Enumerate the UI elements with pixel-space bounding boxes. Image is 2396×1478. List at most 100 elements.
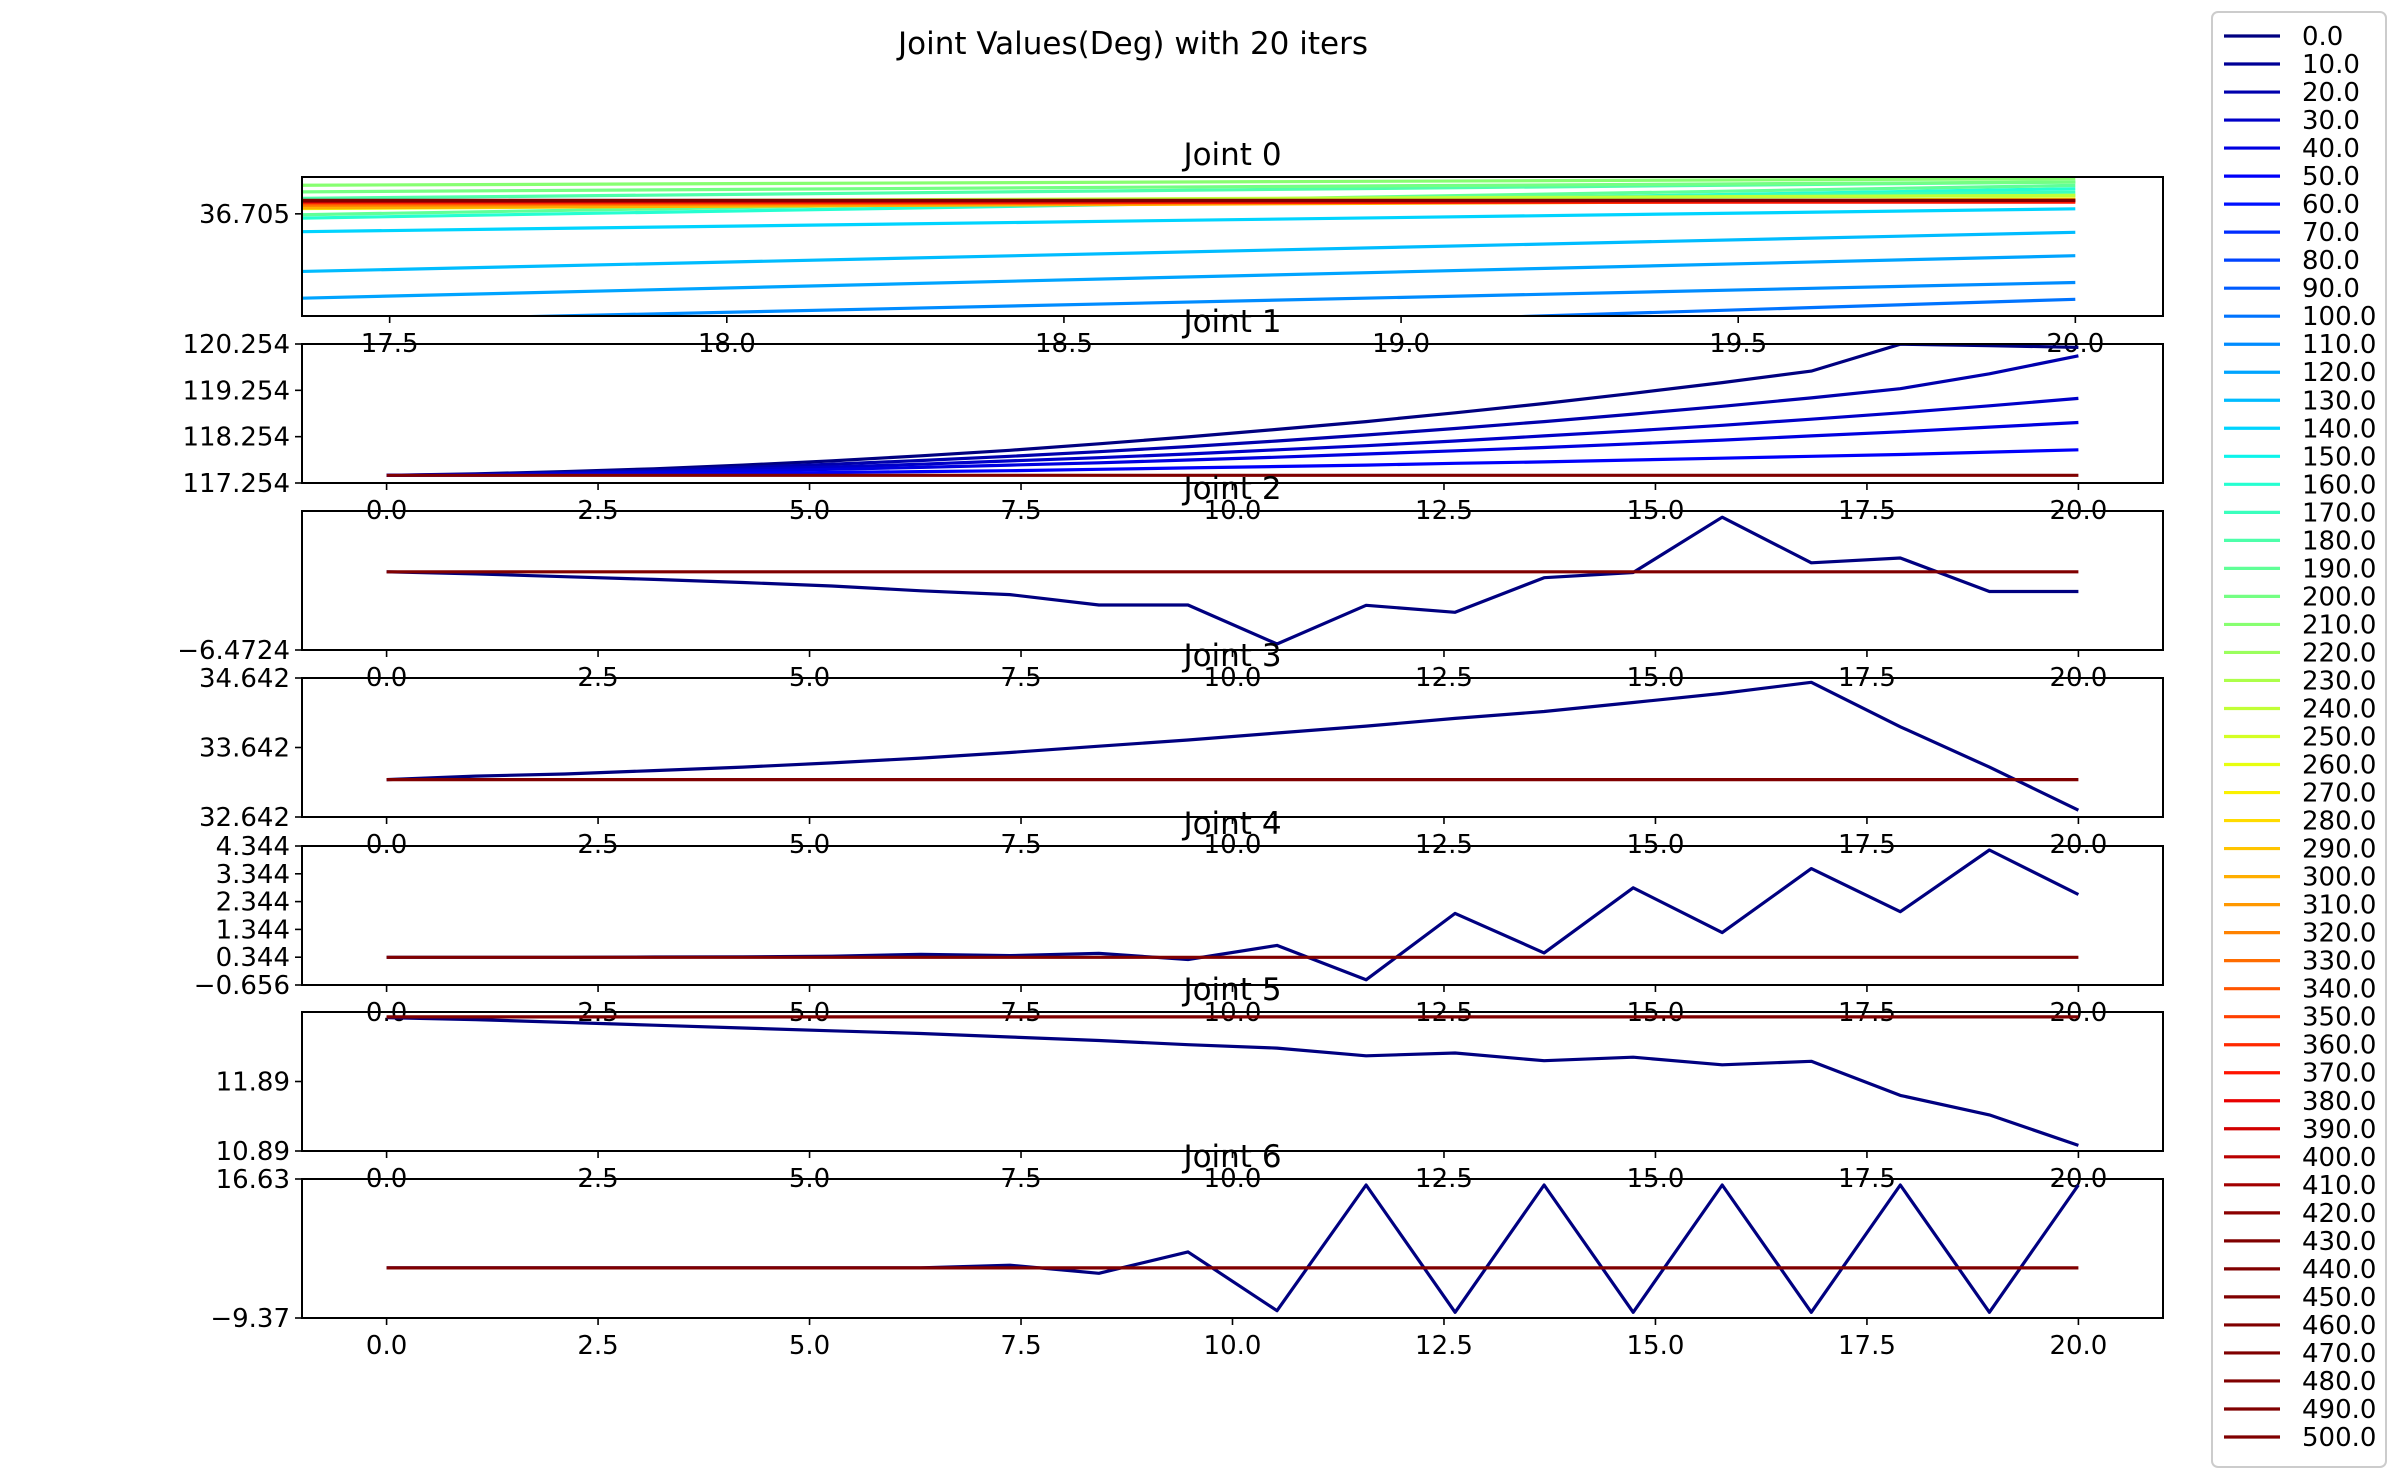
series-line-0 — [386, 680, 2080, 812]
legend-entry: 160.0 — [2224, 470, 2376, 500]
legend-label: 20.0 — [2302, 78, 2360, 108]
y-tick-label: −0.656 — [194, 971, 290, 1001]
y-tick-label: 119.254 — [182, 376, 290, 406]
legend-label: 110.0 — [2302, 330, 2376, 360]
legend-label: 290.0 — [2302, 835, 2376, 865]
legend-label: 50.0 — [2302, 162, 2360, 192]
legend-entry: 230.0 — [2224, 666, 2376, 696]
series-line-3 — [302, 254, 2076, 300]
legend-label: 40.0 — [2302, 134, 2360, 164]
legend-entry: 320.0 — [2224, 919, 2376, 949]
legend-label: 380.0 — [2302, 1087, 2376, 1117]
legend-entry: 420.0 — [2224, 1199, 2376, 1229]
legend-entry: 70.0 — [2224, 218, 2360, 248]
y-tick-label: 118.254 — [182, 423, 290, 453]
legend-entry: 130.0 — [2224, 386, 2376, 416]
y-tick-label: 1.344 — [216, 915, 290, 945]
y-tick-label: 4.344 — [216, 832, 290, 862]
y-tick-label: 117.254 — [182, 469, 290, 499]
legend-label: 350.0 — [2302, 1003, 2376, 1033]
legend-entry: 50.0 — [2224, 162, 2360, 192]
axes-frame — [301, 176, 2164, 317]
series-line-0 — [386, 1016, 2079, 1147]
legend-label: 140.0 — [2302, 414, 2376, 444]
series-group — [386, 1015, 2079, 1147]
legend-label: 240.0 — [2302, 694, 2376, 724]
subplot-title: Joint 5 — [1181, 972, 1281, 1008]
legend-label: 270.0 — [2302, 779, 2376, 809]
legend-entry: 0.0 — [2224, 22, 2343, 52]
x-tick-label: 12.5 — [1415, 1331, 1473, 1361]
legend-entry: 330.0 — [2224, 947, 2376, 977]
legend-label: 280.0 — [2302, 807, 2376, 837]
subplot-title: Joint 4 — [1181, 806, 1281, 842]
legend-label: 190.0 — [2302, 554, 2376, 584]
legend-label: 10.0 — [2302, 50, 2360, 80]
legend-entry: 200.0 — [2224, 582, 2376, 612]
legend-label: 0.0 — [2302, 22, 2343, 52]
legend-label: 360.0 — [2302, 1031, 2376, 1061]
legend-label: 440.0 — [2302, 1255, 2376, 1285]
legend-entry: 40.0 — [2224, 134, 2360, 164]
legend-entry: 340.0 — [2224, 975, 2376, 1005]
y-tick-label: 16.63 — [216, 1165, 290, 1195]
x-tick-label: 0.0 — [366, 1331, 407, 1361]
legend-label: 100.0 — [2302, 302, 2376, 332]
series-line-3 — [386, 420, 2079, 477]
legend-entry: 110.0 — [2224, 330, 2376, 360]
y-tick-label: 3.344 — [216, 860, 290, 890]
legend-label: 300.0 — [2302, 863, 2376, 893]
x-tick-label: 15.0 — [1627, 1331, 1685, 1361]
legend-entry: 280.0 — [2224, 807, 2376, 837]
legend-entry: 480.0 — [2224, 1367, 2376, 1397]
legend-label: 200.0 — [2302, 582, 2376, 612]
x-tick-label: 20.0 — [2049, 1331, 2107, 1361]
legend-entry: 370.0 — [2224, 1059, 2376, 1089]
x-tick-label: 5.0 — [789, 1331, 830, 1361]
series-line-0 — [386, 515, 2079, 646]
legend-label: 470.0 — [2302, 1339, 2376, 1369]
series-group — [302, 177, 2076, 316]
y-tick-label: 2.344 — [216, 888, 290, 918]
legend-label: 330.0 — [2302, 947, 2376, 977]
subplot-joint-6: 0.0 2.5 5.0 7.5 10.0 12.5 15.0 17.5 20.0 −9.37 16.… — [210, 1139, 2164, 1361]
legend-label: 70.0 — [2302, 218, 2360, 248]
legend-entry: 440.0 — [2224, 1255, 2376, 1285]
y-tick-label: −9.37 — [210, 1304, 290, 1334]
legend-entry: 150.0 — [2224, 442, 2376, 472]
legend-entry: 170.0 — [2224, 498, 2376, 528]
figure-title: Joint Values(Deg) with 20 iters — [896, 26, 1368, 62]
series-line-5 — [302, 207, 2076, 234]
legend-label: 490.0 — [2302, 1395, 2376, 1425]
legend-entry: 80.0 — [2224, 246, 2360, 276]
subplot-title: Joint 6 — [1181, 1139, 1281, 1175]
legend-entry: 470.0 — [2224, 1339, 2376, 1369]
legend-label: 260.0 — [2302, 751, 2376, 781]
series-line-2 — [485, 280, 2076, 316]
legend-entry: 100.0 — [2224, 302, 2376, 332]
legend-entry: 30.0 — [2224, 106, 2360, 136]
x-tick-label: 10.0 — [1204, 1331, 1262, 1361]
legend-entry: 350.0 — [2224, 1003, 2376, 1033]
y-tick-label: 32.642 — [199, 803, 290, 833]
series-group — [386, 680, 2080, 812]
y-tick-label: 36.705 — [199, 200, 290, 230]
legend-entry: 240.0 — [2224, 694, 2376, 724]
legend-entry: 210.0 — [2224, 610, 2376, 640]
legend-label: 340.0 — [2302, 975, 2376, 1005]
y-tick-label: 0.344 — [216, 943, 290, 973]
series-group — [386, 848, 2080, 982]
legend-entry: 460.0 — [2224, 1311, 2376, 1341]
legend-box — [2211, 11, 2387, 1468]
subplot-title: Joint 0 — [1181, 137, 1281, 173]
legend-entry: 190.0 — [2224, 554, 2376, 584]
legend-label: 250.0 — [2302, 723, 2376, 753]
y-tick-label: 33.642 — [199, 734, 290, 764]
legend-label: 500.0 — [2302, 1423, 2376, 1453]
legend-label: 160.0 — [2302, 470, 2376, 500]
legend-entry: 260.0 — [2224, 751, 2376, 781]
legend-label: 450.0 — [2302, 1283, 2376, 1313]
